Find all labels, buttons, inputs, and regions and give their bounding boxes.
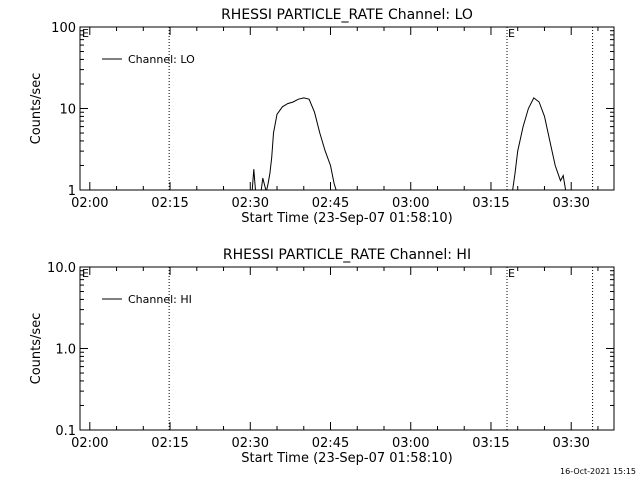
x-tick-label: 03:00: [392, 436, 429, 451]
x-tick-label: 02:15: [151, 196, 188, 211]
y-tick-label: 1: [68, 184, 76, 199]
legend-label: Channel: HI: [128, 293, 192, 306]
y-tick-label: 1.0: [55, 343, 76, 358]
x-tick-label: 02:15: [151, 436, 188, 451]
plot-frame: [79, 26, 615, 191]
x-tick-label: 03:15: [472, 196, 509, 211]
x-tick-label: 02:45: [312, 196, 349, 211]
y-tick-label: 10.0: [47, 261, 76, 276]
x-tick-label: 02:30: [232, 436, 269, 451]
x-tick-label: 02:30: [232, 196, 269, 211]
corner-label: E: [82, 267, 89, 280]
x-tick-label: 02:00: [71, 436, 108, 451]
corner-label: E: [82, 27, 89, 40]
chart-title: RHESSI PARTICLE_RATE Channel: LO: [221, 7, 473, 23]
panel-lo: RHESSI PARTICLE_RATE Channel: LO 1 10 100 02…: [29, 7, 615, 226]
y-tick-label: 100: [51, 21, 76, 36]
footer-timestamp: 16-Oct-2021 15:15: [560, 467, 636, 476]
y-axis-label: Counts/sec: [29, 73, 44, 145]
x-tick-label: 03:30: [552, 196, 589, 211]
x-tick-label: 03:15: [472, 436, 509, 451]
x-tick-label: 02:45: [312, 436, 349, 451]
y-axis-label: Counts/sec: [29, 313, 44, 385]
chart-title: RHESSI PARTICLE_RATE Channel: HI: [223, 247, 471, 263]
plot-frame: [79, 266, 615, 431]
legend-label: Channel: LO: [128, 53, 195, 66]
series-line: [512, 97, 567, 190]
x-tick-label: 03:00: [392, 196, 429, 211]
time-marker-label: E: [508, 267, 515, 280]
x-axis-label: Start Time (23-Sep-07 01:58:10): [241, 211, 452, 226]
x-tick-label: 03:30: [552, 436, 589, 451]
y-tick-label: 10: [59, 103, 76, 118]
series-line: [251, 97, 337, 190]
y-tick-label: 0.1: [55, 424, 76, 439]
x-axis-label: Start Time (23-Sep-07 01:58:10): [241, 451, 452, 466]
x-tick-label: 02:00: [71, 196, 108, 211]
panel-hi: RHESSI PARTICLE_RATE Channel: HI 0.1 1.0 10…: [29, 247, 615, 466]
time-marker-label: E: [508, 27, 515, 40]
